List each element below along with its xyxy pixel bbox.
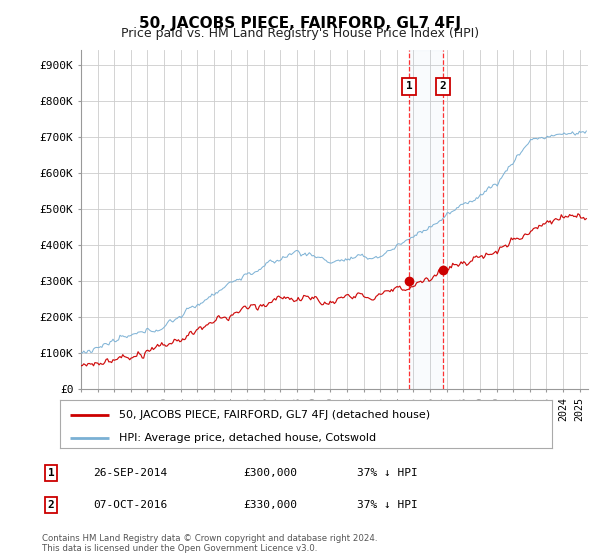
Text: 2: 2 <box>47 500 55 510</box>
Text: 2: 2 <box>440 81 446 91</box>
Text: £300,000: £300,000 <box>243 468 297 478</box>
Text: 07-OCT-2016: 07-OCT-2016 <box>93 500 167 510</box>
Text: 1: 1 <box>47 468 55 478</box>
Text: 37% ↓ HPI: 37% ↓ HPI <box>357 468 418 478</box>
Text: 37% ↓ HPI: 37% ↓ HPI <box>357 500 418 510</box>
Text: Price paid vs. HM Land Registry's House Price Index (HPI): Price paid vs. HM Land Registry's House … <box>121 27 479 40</box>
Bar <box>409 50 443 389</box>
Text: HPI: Average price, detached house, Cotswold: HPI: Average price, detached house, Cots… <box>119 432 376 442</box>
Text: 26-SEP-2014: 26-SEP-2014 <box>93 468 167 478</box>
Text: Contains HM Land Registry data © Crown copyright and database right 2024.
This d: Contains HM Land Registry data © Crown c… <box>42 534 377 553</box>
Text: 1: 1 <box>406 81 412 91</box>
Text: 50, JACOBS PIECE, FAIRFORD, GL7 4FJ (detached house): 50, JACOBS PIECE, FAIRFORD, GL7 4FJ (det… <box>119 410 430 419</box>
Text: £330,000: £330,000 <box>243 500 297 510</box>
Text: 50, JACOBS PIECE, FAIRFORD, GL7 4FJ: 50, JACOBS PIECE, FAIRFORD, GL7 4FJ <box>139 16 461 31</box>
